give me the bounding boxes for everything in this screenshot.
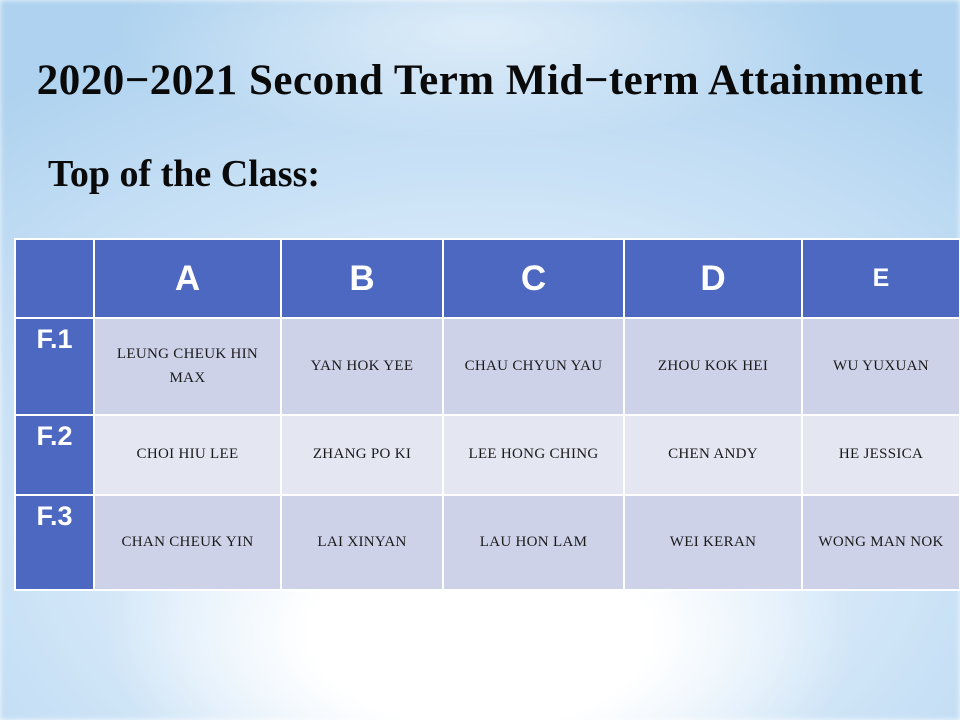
column-header-e: E bbox=[803, 240, 959, 317]
table-cell: LEE HONG CHING bbox=[444, 416, 623, 494]
row-label-f2: F.2 bbox=[16, 416, 93, 494]
table-cell: CHEN ANDY bbox=[625, 416, 801, 494]
row-label-f1: F.1 bbox=[16, 319, 93, 414]
column-header-a: A bbox=[95, 240, 280, 317]
table-cell: CHAN CHEUK YIN bbox=[95, 496, 280, 589]
table-cell: YAN HOK YEE bbox=[282, 319, 442, 414]
table-cell: LAU HON LAM bbox=[444, 496, 623, 589]
row-label-f3: F.3 bbox=[16, 496, 93, 589]
table-cell: WONG MAN NOK bbox=[803, 496, 959, 589]
table-cell: ZHOU KOK HEI bbox=[625, 319, 801, 414]
table-cell: ZHANG PO KI bbox=[282, 416, 442, 494]
table-cell: CHAU CHYUN YAU bbox=[444, 319, 623, 414]
column-header-c: C bbox=[444, 240, 623, 317]
table-cell: LAI XINYAN bbox=[282, 496, 442, 589]
table-cell: WEI KERAN bbox=[625, 496, 801, 589]
table-corner-cell bbox=[16, 240, 93, 317]
table-cell: CHOI HIU LEE bbox=[95, 416, 280, 494]
table-cell: LEUNG CHEUK HIN MAX bbox=[95, 319, 280, 414]
slide-subtitle: Top of the Class: bbox=[48, 153, 321, 195]
column-header-b: B bbox=[282, 240, 442, 317]
table-cell: HE JESSICA bbox=[803, 416, 959, 494]
attainment-table: A B C D E F.1 LEUNG CHEUK HIN MAX YAN HO… bbox=[14, 238, 960, 591]
table-cell: WU YUXUAN bbox=[803, 319, 959, 414]
slide-title: 2020−2021 Second Term Mid−term Attainmen… bbox=[36, 57, 924, 104]
column-header-d: D bbox=[625, 240, 801, 317]
